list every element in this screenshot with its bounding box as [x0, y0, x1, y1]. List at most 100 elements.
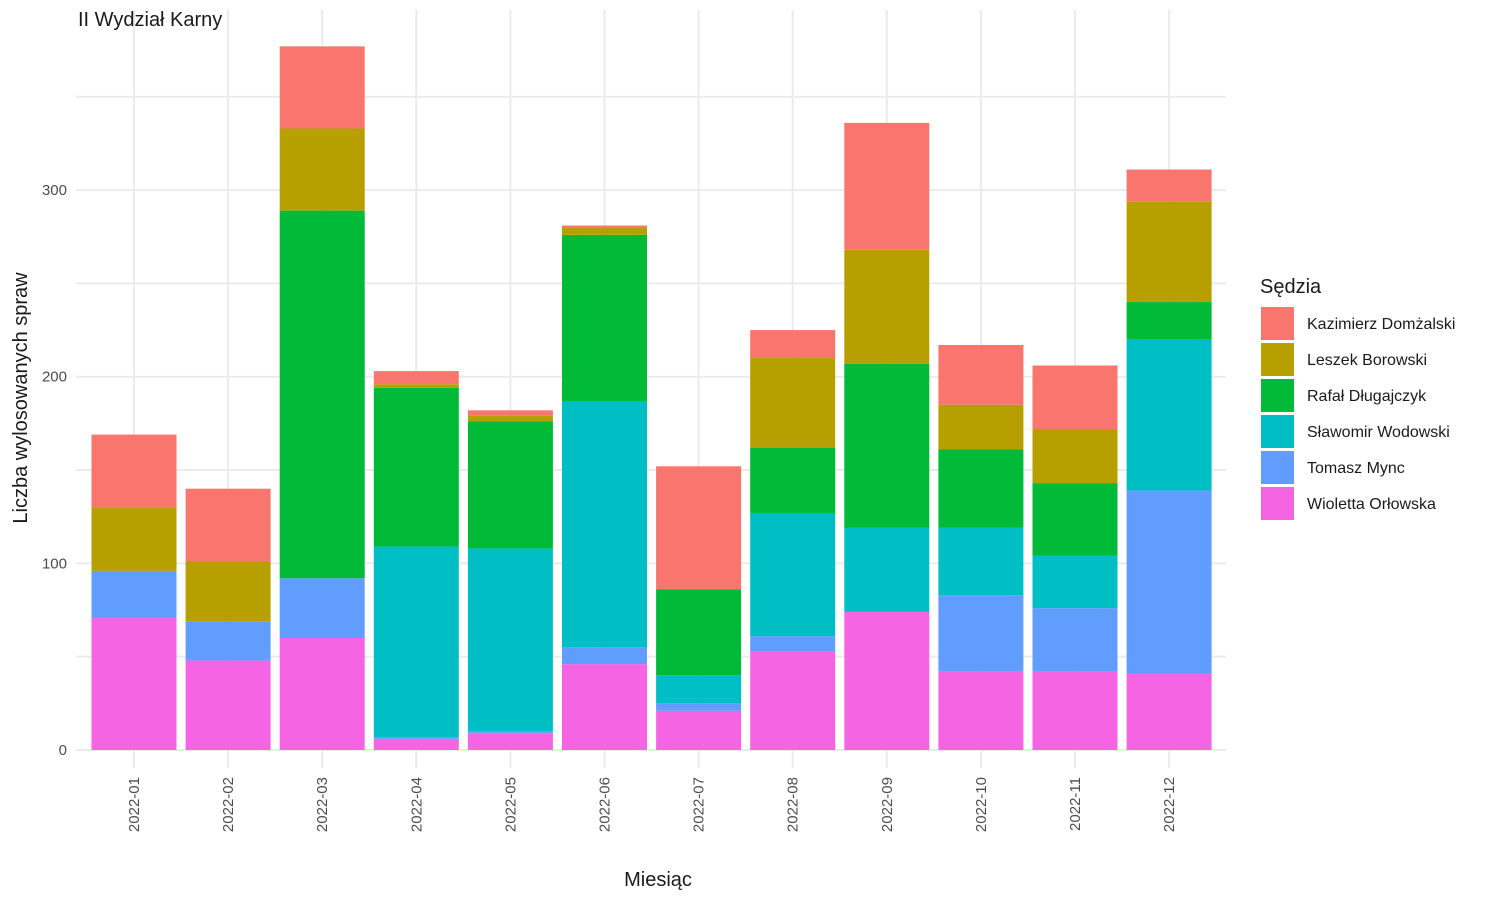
bar-segment: [1032, 428, 1118, 484]
x-tick-label: 2022-05: [502, 777, 519, 832]
y-axis-ticks: 0 100 200 300: [42, 182, 67, 759]
y-tick-label: 0: [59, 742, 67, 759]
bar-segment: [938, 671, 1024, 750]
bar-segment: [750, 512, 836, 637]
bar-segment: [1126, 201, 1212, 303]
bar-segment: [373, 387, 459, 547]
legend-label: Rafał Długajczyk: [1307, 388, 1427, 405]
bar-segment: [1032, 555, 1118, 609]
bar-segment: [279, 638, 365, 750]
x-tick-label: 2022-11: [1067, 777, 1084, 831]
legend-label: Wioletta Orłowska: [1307, 496, 1436, 513]
bar-segment: [562, 225, 647, 228]
x-tick-label: 2022-08: [785, 777, 802, 832]
bar-segment: [562, 664, 647, 750]
bar-segment: [1126, 302, 1212, 340]
bar-segment: [656, 675, 742, 704]
bar-segment: [562, 647, 647, 665]
bar-segment: [1032, 483, 1118, 556]
bar-segment: [279, 46, 365, 129]
legend-swatch: [1261, 307, 1294, 340]
bar-segment: [656, 466, 742, 590]
bar-segment: [1032, 365, 1118, 429]
bar-segment: [938, 404, 1024, 450]
x-tick-label: 2022-07: [691, 777, 708, 832]
bar-segment: [91, 507, 177, 571]
bar-segment: [562, 234, 647, 401]
y-tick-label: 100: [42, 555, 67, 572]
bar-segment: [1126, 673, 1212, 750]
bar-segment: [938, 527, 1024, 596]
x-tick-label: 2022-02: [220, 777, 237, 832]
x-tick-label: 2022-12: [1161, 777, 1178, 832]
bar-segment: [373, 384, 459, 388]
legend-label: Tomasz Mync: [1307, 460, 1405, 477]
bar-segment: [185, 488, 271, 562]
bar-segment: [373, 736, 459, 739]
x-tick-label: 2022-10: [973, 777, 990, 832]
legend-swatch: [1261, 487, 1294, 520]
bar-segment: [750, 447, 836, 513]
bar-segment: [844, 249, 930, 364]
legend-label: Leszek Borowski: [1307, 352, 1427, 369]
x-tick-label: 2022-04: [408, 777, 425, 832]
y-axis-title: Liczba wylosowanych spraw: [10, 272, 32, 524]
chart-title: II Wydział Karny: [78, 9, 222, 31]
bar-segment: [467, 421, 553, 549]
bar-segment: [562, 400, 647, 648]
legend-swatch: [1261, 415, 1294, 448]
legend-swatch: [1261, 451, 1294, 484]
bar-segment: [279, 578, 365, 639]
bar-segment: [279, 210, 365, 579]
legend-title: Sędzia: [1260, 276, 1322, 298]
bar-segment: [844, 527, 930, 612]
legend: Sędzia Kazimierz Domżalski Leszek Borowsk…: [1260, 276, 1455, 520]
bar-segment: [185, 621, 271, 661]
bar-segment: [185, 561, 271, 622]
bar-segment: [656, 589, 742, 676]
x-tick-label: 2022-09: [879, 777, 896, 832]
x-axis-title: Miesiąc: [624, 869, 692, 891]
legend-swatch: [1261, 379, 1294, 412]
y-tick-label: 200: [42, 369, 67, 386]
x-tick-label: 2022-03: [314, 777, 331, 832]
bar-segment: [750, 358, 836, 448]
bar-segment: [467, 733, 553, 750]
bar-segment: [1032, 608, 1118, 672]
bar-segment: [844, 122, 930, 250]
bar-segment: [750, 651, 836, 750]
legend-label: Sławomir Wodowski: [1307, 424, 1450, 441]
bar-segment: [656, 703, 742, 711]
bars: [91, 46, 1212, 750]
legend-swatch: [1261, 343, 1294, 376]
bar-segment: [279, 128, 365, 211]
bar-segment: [750, 636, 836, 652]
bar-segment: [938, 595, 1024, 672]
bar-segment: [467, 548, 553, 732]
x-axis-ticks: 2022-01 2022-02 2022-03 2022-04 2022-05 2022-…: [126, 777, 1178, 832]
bar-segment: [91, 434, 177, 508]
bar-segment: [1032, 671, 1118, 750]
bar-segment: [938, 344, 1024, 405]
bar-segment: [1126, 490, 1212, 674]
legend-label: Kazimierz Domżalski: [1307, 316, 1455, 333]
bar-segment: [656, 710, 742, 750]
bar-segment: [373, 371, 459, 385]
bar-segment: [91, 570, 177, 618]
bar-segment: [467, 410, 553, 416]
bar-segment: [1126, 169, 1212, 202]
bar-segment: [185, 660, 271, 750]
bar-segment: [1126, 339, 1212, 491]
bar-segment: [373, 738, 459, 750]
bar-segment: [562, 227, 647, 235]
bar-segment: [467, 731, 553, 734]
y-tick-label: 300: [42, 182, 67, 199]
x-tick-label: 2022-06: [597, 777, 614, 832]
x-tick-label: 2022-01: [126, 777, 143, 832]
bar-segment: [467, 415, 553, 422]
bar-segment: [844, 363, 930, 528]
bar-segment: [750, 330, 836, 359]
bar-segment: [91, 617, 177, 750]
bar-segment: [844, 611, 930, 750]
